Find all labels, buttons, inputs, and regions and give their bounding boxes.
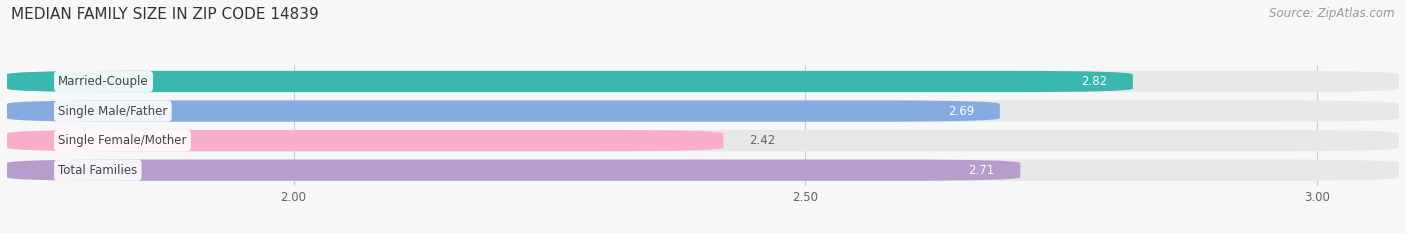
FancyBboxPatch shape — [7, 100, 1399, 122]
FancyBboxPatch shape — [7, 130, 1399, 151]
FancyBboxPatch shape — [7, 160, 1021, 181]
FancyBboxPatch shape — [7, 71, 1399, 92]
Text: Married-Couple: Married-Couple — [58, 75, 149, 88]
FancyBboxPatch shape — [7, 100, 1000, 122]
FancyBboxPatch shape — [7, 130, 724, 151]
Text: 2.82: 2.82 — [1081, 75, 1108, 88]
Text: Source: ZipAtlas.com: Source: ZipAtlas.com — [1270, 7, 1395, 20]
Text: Single Male/Father: Single Male/Father — [58, 105, 167, 117]
Text: Single Female/Mother: Single Female/Mother — [58, 134, 187, 147]
FancyBboxPatch shape — [7, 160, 1399, 181]
Text: 2.71: 2.71 — [969, 164, 994, 177]
Text: MEDIAN FAMILY SIZE IN ZIP CODE 14839: MEDIAN FAMILY SIZE IN ZIP CODE 14839 — [11, 7, 319, 22]
Text: Total Families: Total Families — [58, 164, 138, 177]
FancyBboxPatch shape — [7, 71, 1133, 92]
Text: 2.69: 2.69 — [948, 105, 974, 117]
Text: 2.42: 2.42 — [749, 134, 775, 147]
